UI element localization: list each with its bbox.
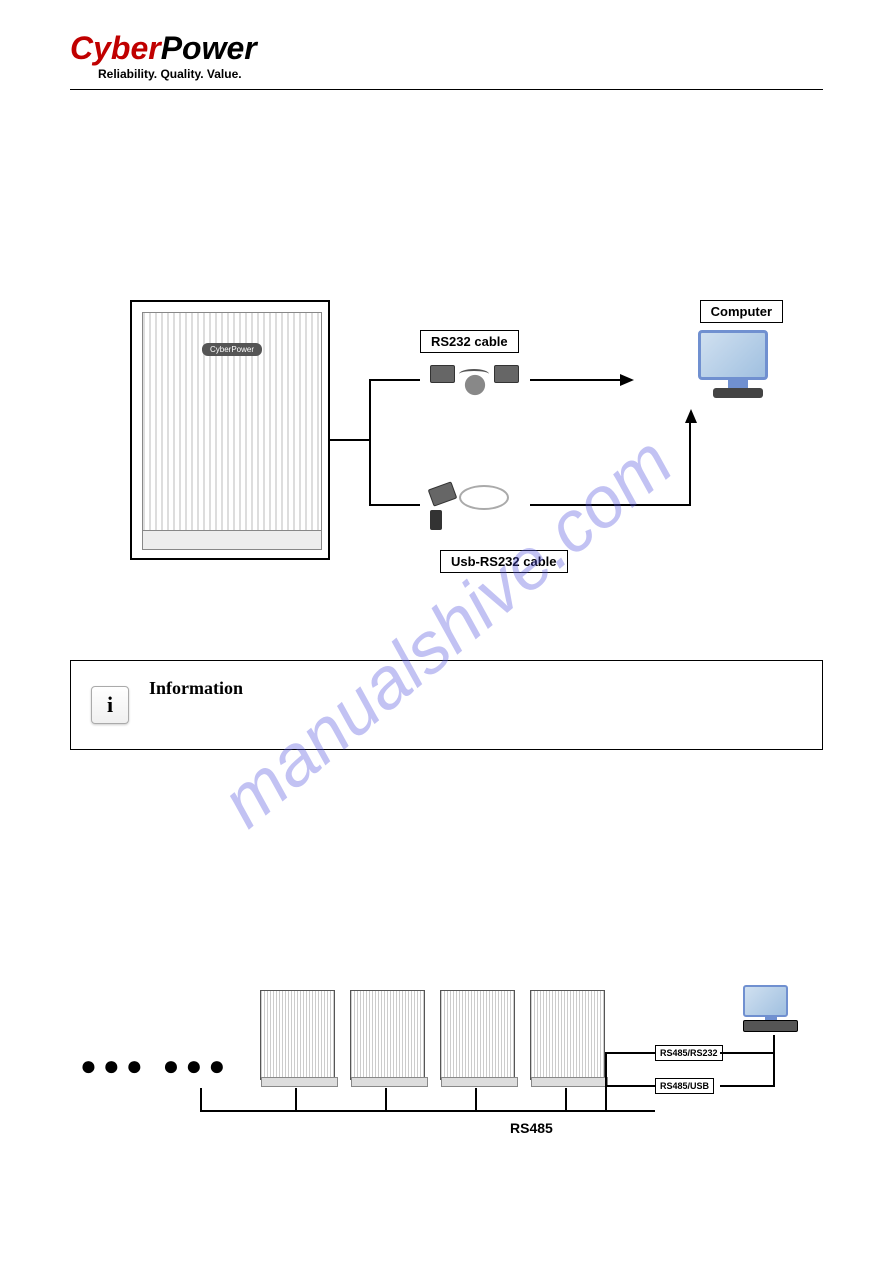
rs232-cable-icon [430, 365, 520, 405]
information-title: Information [149, 678, 243, 699]
header-rule [70, 89, 823, 90]
inverter-body: CyberPower [142, 312, 322, 532]
arrow-icon [620, 374, 634, 386]
conn-line [720, 1052, 775, 1054]
drop-line [200, 1088, 202, 1110]
usb-rs232-cable-icon [430, 485, 520, 525]
inverter-small-1 [260, 990, 335, 1080]
inverter-base [142, 530, 322, 550]
conn-line [605, 1052, 607, 1110]
drop-line [295, 1088, 297, 1110]
drop-line [385, 1088, 387, 1110]
diagram-multi-connection: ●●● ●●● RS485/RS232 RS485/USB RS485 [70, 980, 823, 1150]
logo-part2: Power [161, 30, 257, 66]
diagram-single-connection: CyberPower Computer RS232 cable Usb-RS23… [70, 300, 823, 590]
rs485-bus-line [200, 1110, 655, 1112]
logo-tagline: Reliability. Quality. Value. [98, 67, 823, 81]
conn-line [605, 1052, 655, 1054]
arrow-icon [685, 409, 697, 423]
computer-icon-small [743, 985, 798, 1032]
drop-line [475, 1088, 477, 1110]
drop-line [565, 1088, 567, 1110]
inverter-small-4 [530, 990, 605, 1080]
computer-icon [698, 330, 778, 410]
information-callout: i Information [70, 660, 823, 750]
inverter-small-3 [440, 990, 515, 1080]
inverter-device: CyberPower [130, 300, 330, 560]
continuation-dots: ●●● ●●● [80, 1050, 231, 1082]
page-header: CyberPower Reliability. Quality. Value. [70, 30, 823, 100]
logo-part1: Cyber [70, 30, 161, 66]
adapter-rs485-usb: RS485/USB [655, 1078, 714, 1094]
info-icon: i [91, 686, 129, 724]
rs232-cable-label: RS232 cable [420, 330, 519, 353]
logo: CyberPower Reliability. Quality. Value. [70, 30, 823, 81]
usb-rs232-cable-label: Usb-RS232 cable [440, 550, 568, 573]
conn-line [773, 1035, 775, 1087]
adapter-rs485-rs232: RS485/RS232 [655, 1045, 723, 1061]
rs485-bus-label: RS485 [510, 1120, 553, 1136]
conn-line [605, 1085, 655, 1087]
computer-label: Computer [700, 300, 783, 323]
conn-line [720, 1085, 775, 1087]
inverter-brand-label: CyberPower [202, 343, 262, 356]
inverter-small-2 [350, 990, 425, 1080]
